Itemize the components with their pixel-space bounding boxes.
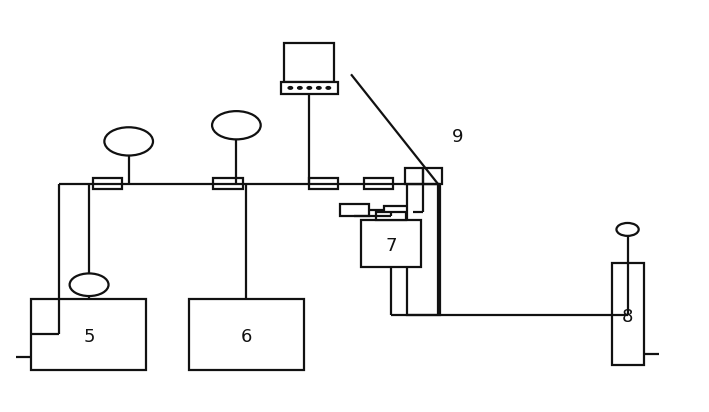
Bar	[612, 262, 644, 365]
Circle shape	[288, 87, 293, 89]
Bar	[189, 299, 303, 370]
Bar	[31, 299, 146, 370]
Text: 7: 7	[386, 237, 397, 255]
Bar	[408, 178, 437, 190]
Circle shape	[307, 87, 311, 89]
Bar	[213, 178, 242, 190]
Circle shape	[616, 223, 639, 236]
Text: 5: 5	[84, 328, 95, 346]
Bar	[384, 206, 413, 218]
Circle shape	[104, 127, 153, 155]
Bar	[94, 178, 123, 190]
Text: 6: 6	[241, 328, 252, 346]
Text: 8: 8	[622, 308, 633, 326]
Bar	[284, 44, 335, 82]
Bar	[281, 82, 337, 94]
Bar	[340, 204, 369, 216]
Bar	[362, 220, 420, 267]
Circle shape	[69, 274, 108, 296]
Circle shape	[298, 87, 302, 89]
Bar	[376, 212, 406, 220]
Bar	[405, 168, 442, 184]
Bar	[308, 178, 337, 190]
Text: 9: 9	[452, 129, 463, 146]
Bar	[364, 178, 393, 190]
Circle shape	[317, 87, 321, 89]
Circle shape	[212, 111, 261, 139]
Bar	[406, 184, 440, 315]
Circle shape	[326, 87, 330, 89]
